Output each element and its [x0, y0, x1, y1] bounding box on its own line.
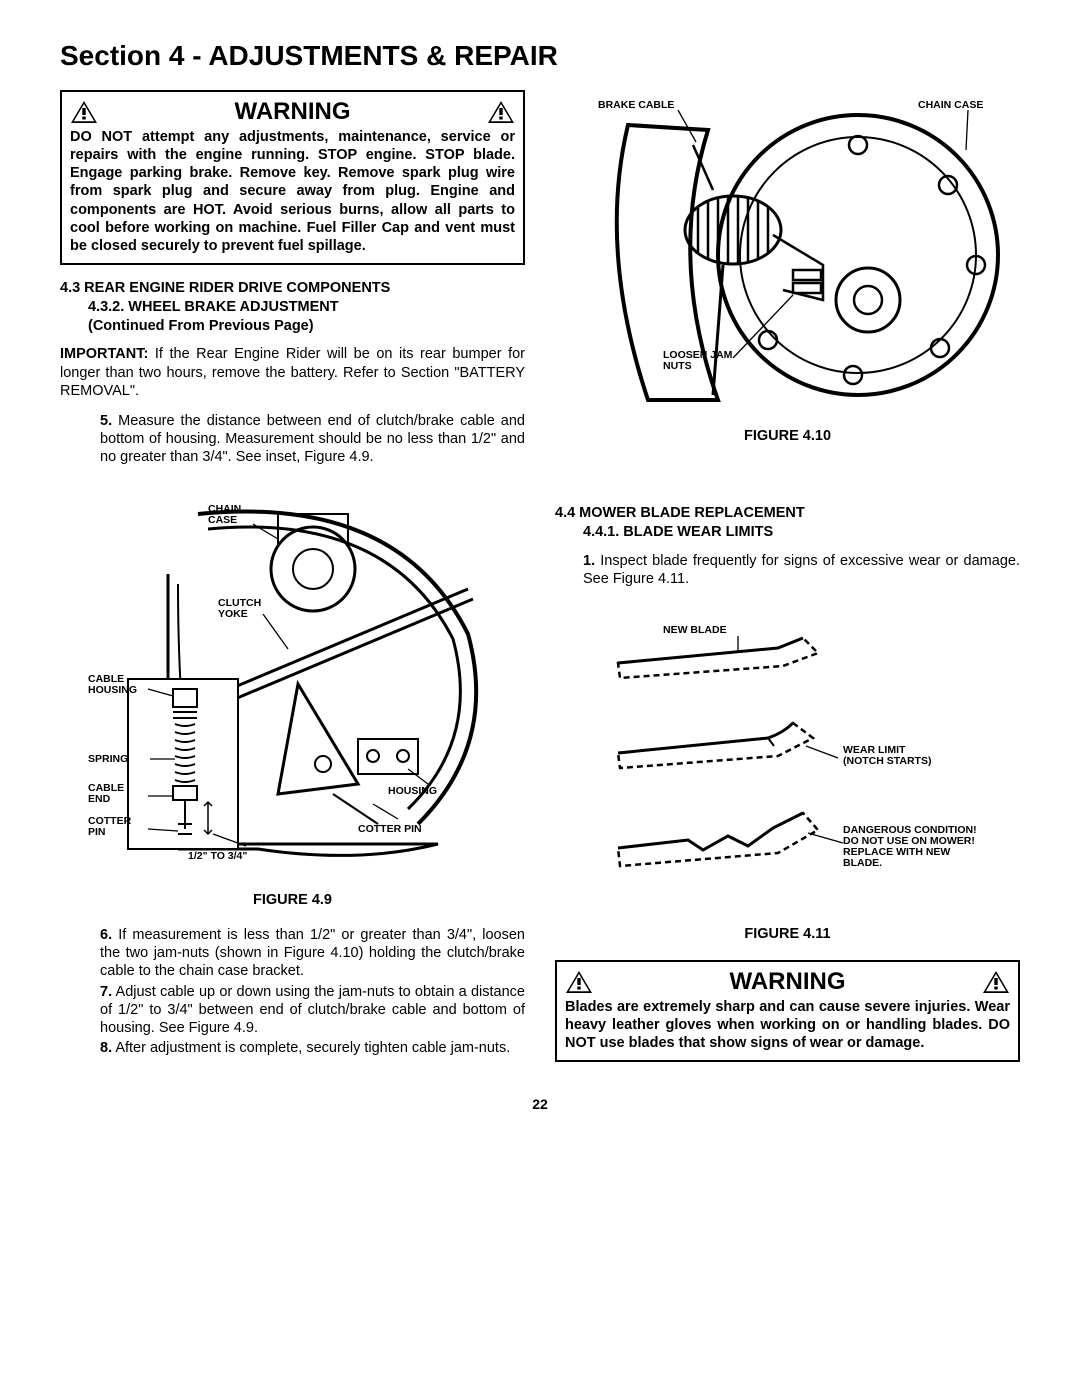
label-wear-limit: WEAR LIMIT(NOTCH STARTS) — [843, 744, 931, 767]
warning-triangle-icon — [70, 100, 98, 124]
section-title: Section 4 - ADJUSTMENTS & REPAIR — [60, 40, 1020, 72]
warning-box-bottom: WARNING Blades are extremely sharp and c… — [555, 960, 1020, 1062]
heading-4-4: 4.4 MOWER BLADE REPLACEMENT — [555, 505, 805, 521]
step-7: 7. Adjust cable up or down using the jam… — [100, 983, 525, 1037]
two-column-layout: WARNING DO NOT attempt any adjustments, … — [60, 90, 1020, 1076]
label-half-to-three-quarter: 1/2" TO 3/4" — [188, 850, 247, 862]
warning-title: WARNING — [593, 968, 982, 996]
important-label: IMPORTANT: — [60, 346, 148, 362]
step-text: After adjustment is complete, securely t… — [112, 1040, 510, 1056]
warning-header: WARNING — [70, 98, 515, 126]
warning-triangle-icon — [982, 970, 1010, 994]
step-num: 1. — [583, 553, 595, 569]
warning-box-top: WARNING DO NOT attempt any adjustments, … — [60, 90, 525, 265]
step-text: If measurement is less than 1/2" or grea… — [100, 927, 525, 979]
label-clutch-yoke: CLUTCHYOKE — [218, 597, 261, 620]
heading-4-3: 4.3 REAR ENGINE RIDER DRIVE COMPONENTS — [60, 280, 390, 296]
warning-triangle-icon — [487, 100, 515, 124]
warning-triangle-icon — [565, 970, 593, 994]
figure-4-10-caption: FIGURE 4.10 — [555, 428, 1020, 444]
step-text: Measure the distance between end of clut… — [100, 413, 525, 465]
step-6: 6. If measurement is less than 1/2" or g… — [100, 926, 525, 980]
label-chain-case: CHAIN CASE — [918, 99, 983, 111]
label-chain-case: CHAINCASE — [208, 503, 241, 526]
warning-header: WARNING — [565, 968, 1010, 996]
step-text: Inspect blade frequently for signs of ex… — [583, 553, 1020, 587]
figure-4-11: NEW BLADE WEAR LIMIT(NOTCH STARTS) DANGE… — [555, 618, 1020, 918]
figure-4-10: BRAKE CABLE CHAIN CASE LOOSEN JAMNUTS — [555, 90, 1020, 420]
page-number: 22 — [60, 1096, 1020, 1112]
warning-body: DO NOT attempt any adjustments, maintena… — [70, 128, 515, 255]
figure-4-9: CHAINCASE CLUTCHYOKE CABLEHOUSING SPRING… — [60, 484, 525, 884]
warning-title: WARNING — [98, 98, 487, 126]
label-housing: HOUSING — [388, 785, 437, 797]
warning-body: Blades are extremely sharp and can cause… — [565, 998, 1010, 1052]
right-column: BRAKE CABLE CHAIN CASE LOOSEN JAMNUTS FI… — [555, 90, 1020, 1076]
step-8: 8. After adjustment is complete, securel… — [100, 1039, 525, 1057]
heading-continued: (Continued From Previous Page) — [60, 317, 525, 336]
label-cotter-pin-left: COTTERPIN — [88, 815, 132, 838]
left-column: WARNING DO NOT attempt any adjustments, … — [60, 90, 525, 1076]
label-spring: SPRING — [88, 753, 128, 765]
label-dangerous: DANGEROUS CONDITION!DO NOT USE ON MOWER!… — [843, 824, 977, 869]
step-5: 5. Measure the distance between end of c… — [100, 412, 525, 466]
label-new-blade: NEW BLADE — [663, 624, 727, 636]
subsection-4-4-heading: 4.4 MOWER BLADE REPLACEMENT 4.4.1. BLADE… — [555, 504, 1020, 542]
figure-4-11-caption: FIGURE 4.11 — [555, 926, 1020, 942]
step-num: 8. — [100, 1040, 112, 1056]
heading-4-4-1: 4.4.1. BLADE WEAR LIMITS — [555, 523, 1020, 542]
step-num: 6. — [100, 927, 112, 943]
step-num: 7. — [100, 984, 112, 1000]
step-1-blade: 1. Inspect blade frequently for signs of… — [583, 552, 1020, 588]
label-cable-end: CABLEEND — [88, 782, 124, 805]
step-num: 5. — [100, 413, 112, 429]
label-cotter-pin-right: COTTER PIN — [358, 823, 422, 835]
label-cable-housing: CABLEHOUSING — [88, 673, 137, 696]
subsection-heading: 4.3 REAR ENGINE RIDER DRIVE COMPONENTS 4… — [60, 279, 525, 336]
label-brake-cable: BRAKE CABLE — [598, 99, 674, 111]
heading-4-3-2: 4.3.2. WHEEL BRAKE ADJUSTMENT — [60, 298, 525, 317]
important-paragraph: IMPORTANT: If the Rear Engine Rider will… — [60, 345, 525, 399]
figure-4-9-caption: FIGURE 4.9 — [60, 892, 525, 908]
step-text: Adjust cable up or down using the jam-nu… — [100, 984, 525, 1036]
